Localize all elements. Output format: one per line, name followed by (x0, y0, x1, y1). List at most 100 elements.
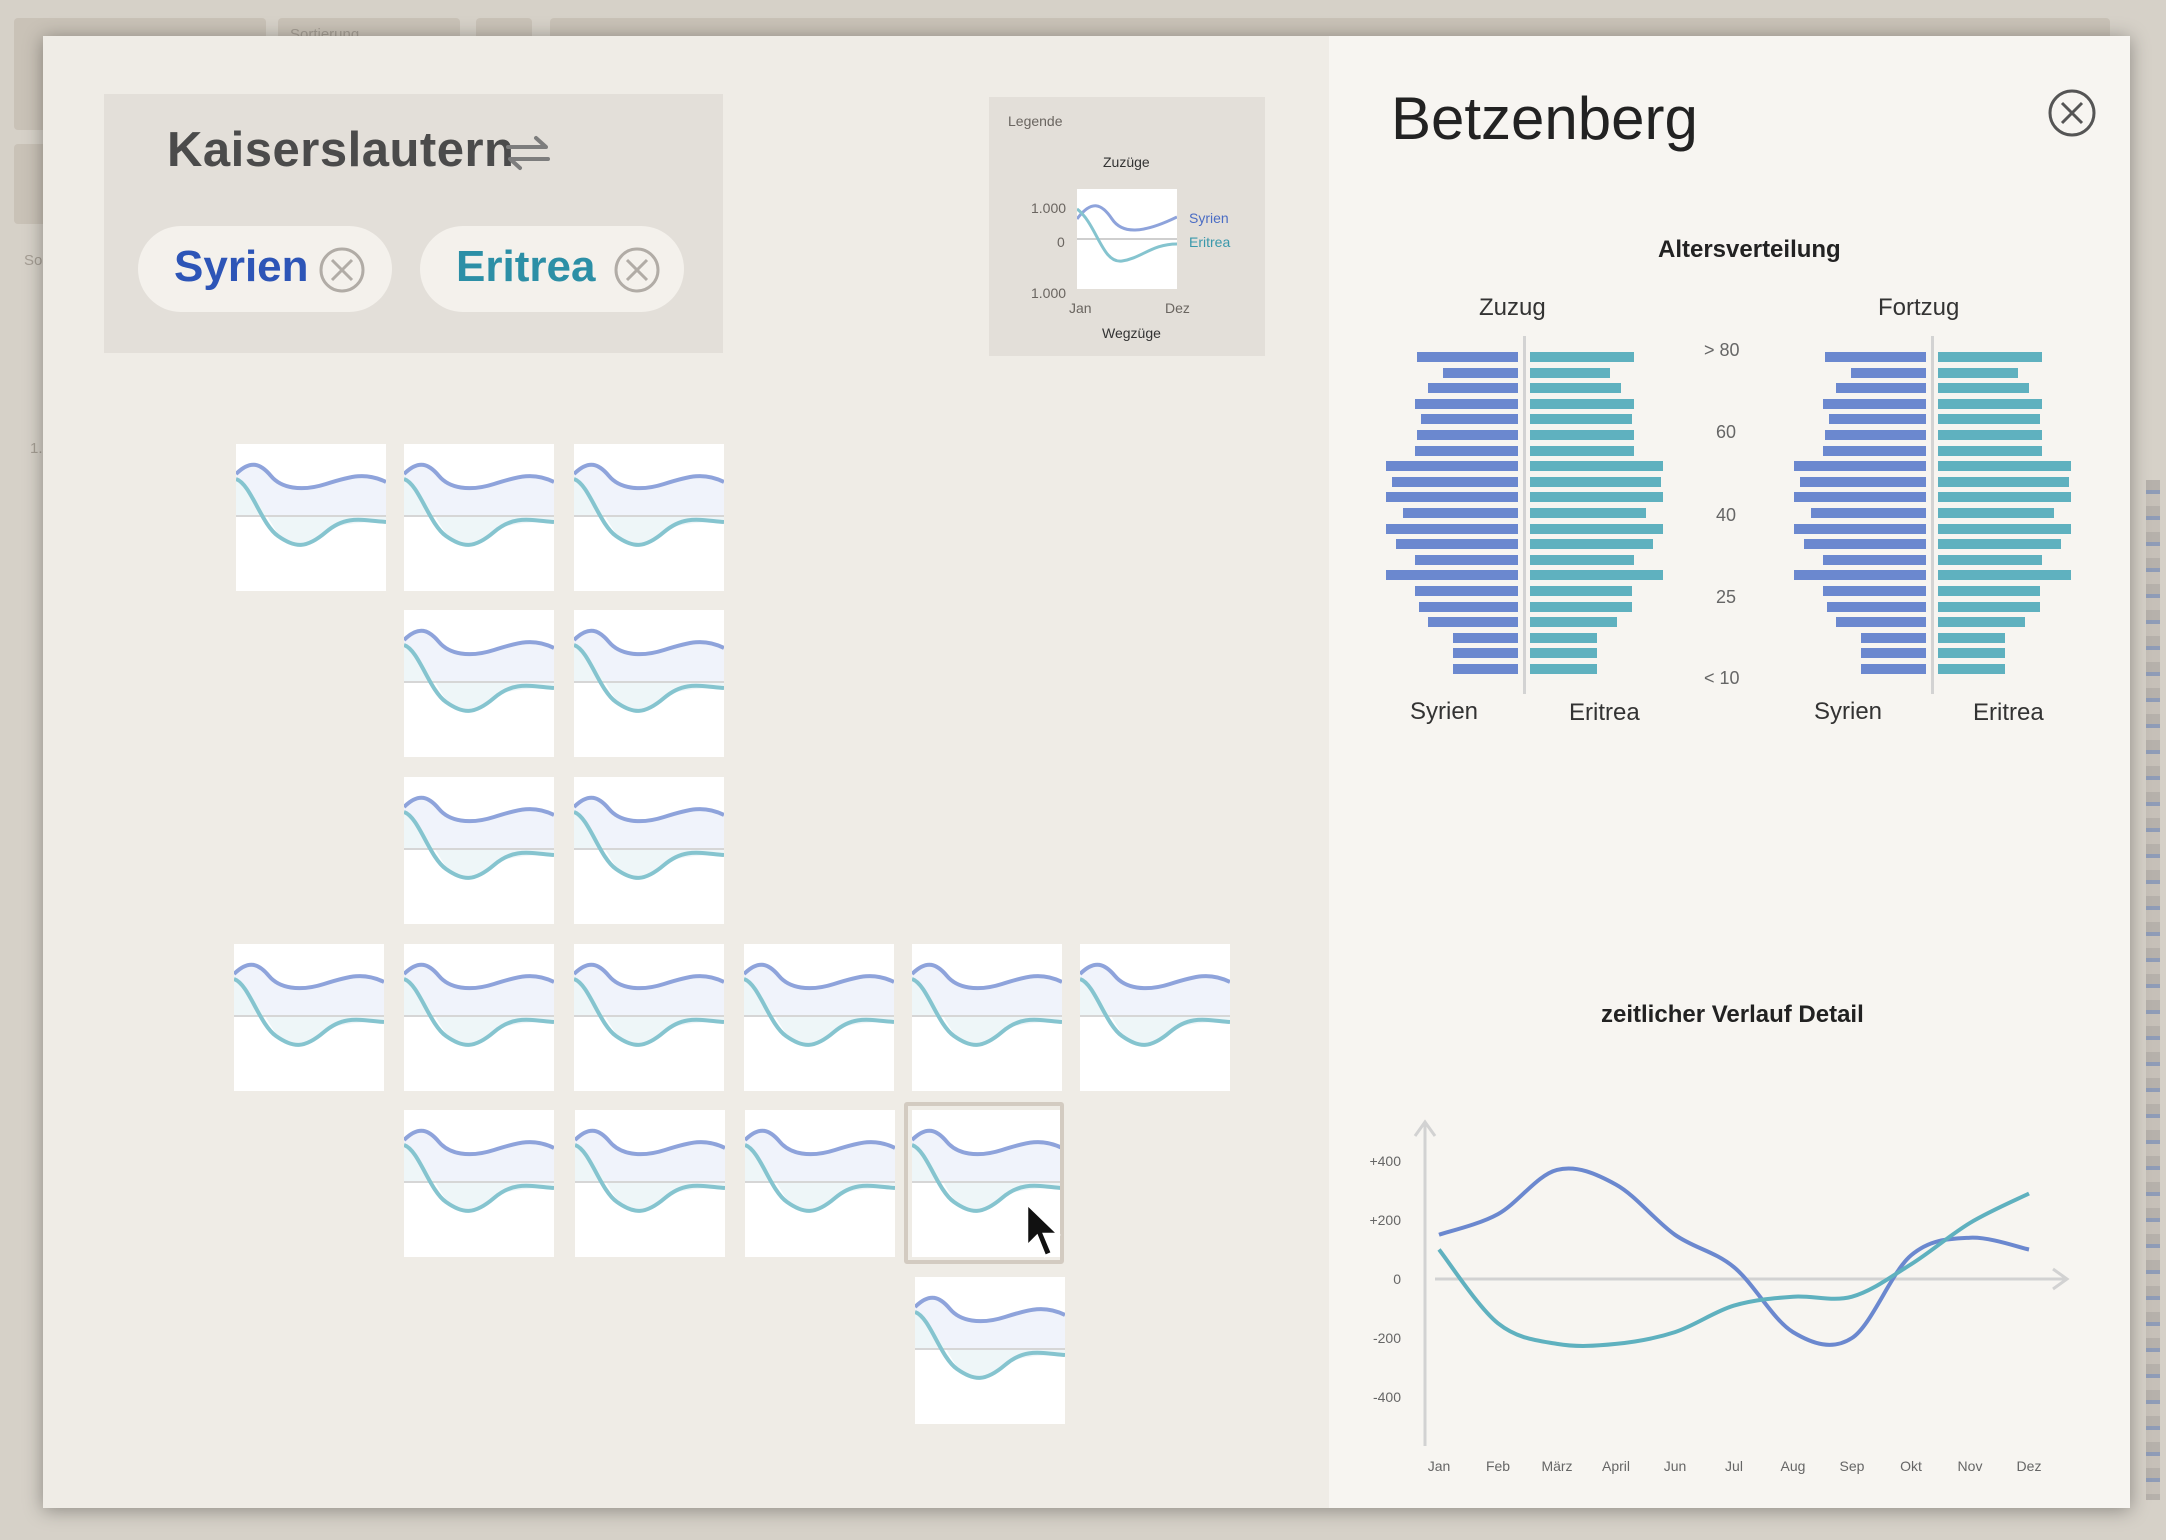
legend-tick-top: 1.000 (1031, 200, 1067, 216)
chip-label-eritrea: Eritrea (456, 242, 596, 291)
district-sparkline (404, 462, 554, 547)
y-tick-label: -200 (1373, 1330, 1401, 1346)
age-bar-syrien (1428, 617, 1518, 628)
age-bar-syrien (1419, 601, 1518, 612)
district-tile[interactable] (234, 944, 384, 1091)
age-bar-syrien (1823, 445, 1926, 456)
age-bar-eritrea (1530, 648, 1597, 659)
district-tile[interactable] (236, 444, 386, 591)
district-sparkline (574, 962, 724, 1047)
age-bar-eritrea (1938, 383, 2030, 394)
y-tick-label: +400 (1369, 1153, 1401, 1169)
district-tile[interactable] (574, 610, 724, 757)
x-tick-label: Nov (1958, 1458, 1983, 1474)
district-tile[interactable] (574, 777, 724, 924)
district-tile[interactable] (574, 944, 724, 1091)
district-sparkline (744, 962, 894, 1047)
age-bar-eritrea (1938, 430, 2043, 440)
age-bar-eritrea (1530, 632, 1597, 643)
age-bar-syrien (1836, 383, 1926, 394)
district-sparkline (236, 462, 386, 547)
x-tick-label: Jan (1428, 1458, 1451, 1474)
legend-tick-zero: 0 (1057, 234, 1065, 250)
district-tile[interactable] (745, 1110, 895, 1257)
remove-icon[interactable] (613, 246, 661, 294)
x-tick-label: Okt (1900, 1458, 1922, 1474)
district-sparkline (234, 962, 384, 1047)
district-sparkline (404, 1128, 554, 1213)
district-sparkline (575, 1128, 725, 1213)
district-sparkline (404, 962, 554, 1047)
age-bar-syrien (1860, 664, 1926, 674)
age-bar-eritrea (1530, 430, 1635, 440)
background-label: So (24, 252, 43, 269)
age-bar-eritrea (1938, 352, 2043, 362)
x-tick-label: Feb (1486, 1458, 1510, 1474)
age-bar-syrien (1811, 508, 1926, 518)
age-bar-eritrea (1530, 367, 1610, 378)
x-tick-label: Aug (1781, 1458, 1806, 1474)
district-tile[interactable] (404, 610, 554, 757)
district-tile[interactable] (912, 1110, 1062, 1257)
series-line-eritrea (1437, 1191, 2030, 1348)
pyramid-foot-syrien: Syrien (1410, 698, 1479, 725)
country-chip-syrien[interactable]: Syrien (138, 226, 392, 312)
age-bar-eritrea (1938, 398, 2043, 409)
district-sparkline (912, 1128, 1062, 1213)
pyramid-foot-syrien: Syrien (1814, 698, 1883, 725)
district-tile[interactable] (575, 1110, 725, 1257)
age-bar-syrien (1415, 445, 1518, 456)
pyramid-foot-eritrea: Eritrea (1569, 699, 1640, 726)
district-tile[interactable] (744, 944, 894, 1091)
country-chip-eritrea[interactable]: Eritrea (420, 226, 684, 312)
x-tick-label: Dez (2017, 1458, 2042, 1474)
age-bar-syrien (1420, 414, 1518, 425)
district-tile[interactable] (404, 444, 554, 591)
age-bar-syrien (1415, 554, 1518, 565)
pyramid-center-axis (1931, 336, 1934, 694)
age-bar-eritrea (1530, 492, 1664, 503)
age-bar-syrien (1452, 648, 1518, 659)
legend-title: Legende (1008, 113, 1063, 129)
district-tile[interactable] (404, 1110, 554, 1257)
district-modal: Kaiserslautern Syrien Eritrea Legende Zu… (43, 36, 2130, 1508)
age-bar-eritrea (1530, 617, 1617, 628)
district-tile[interactable] (404, 777, 554, 924)
age-bar-syrien (1850, 367, 1926, 378)
age-bar-syrien (1828, 414, 1926, 425)
age-bar-syrien (1794, 492, 1926, 503)
age-bar-syrien (1386, 570, 1518, 581)
series-line-syrien (1438, 1166, 2030, 1347)
age-bar-syrien (1386, 523, 1518, 534)
zuzug-title: Zuzug (1479, 294, 1546, 321)
district-tile[interactable] (915, 1277, 1065, 1424)
age-bar-syrien (1415, 586, 1518, 596)
legend-series-eritrea: Eritrea (1189, 234, 1231, 250)
background-label: 1. (30, 440, 43, 457)
district-tile[interactable] (404, 944, 554, 1091)
remove-icon[interactable] (318, 246, 366, 294)
x-tick-label: Sep (1840, 1458, 1865, 1474)
age-bar-eritrea (1530, 398, 1635, 409)
age-bar-syrien (1827, 601, 1926, 612)
age-bar-eritrea (1530, 554, 1635, 565)
district-tile[interactable] (574, 444, 724, 591)
age-label: > 80 (1704, 340, 1740, 360)
close-icon[interactable] (2047, 88, 2097, 138)
swap-arrows-icon[interactable] (504, 132, 552, 172)
age-section-title: Altersverteilung (1658, 236, 1841, 263)
district-tile[interactable] (912, 944, 1062, 1091)
x-tick-label: März (1541, 1458, 1572, 1474)
district-sparkline (404, 795, 554, 880)
x-tick-label: Jun (1664, 1458, 1687, 1474)
age-bar-eritrea (1938, 367, 2018, 378)
y-tick-label: 0 (1393, 1271, 1401, 1287)
district-sparkline (404, 628, 554, 713)
age-bar-syrien (1386, 492, 1518, 503)
district-tile[interactable] (1080, 944, 1230, 1091)
age-bar-syrien (1452, 664, 1518, 674)
age-bar-syrien (1799, 476, 1926, 487)
age-bar-eritrea (1530, 414, 1632, 425)
age-bar-eritrea (1530, 352, 1635, 362)
age-bar-syrien (1860, 632, 1926, 643)
